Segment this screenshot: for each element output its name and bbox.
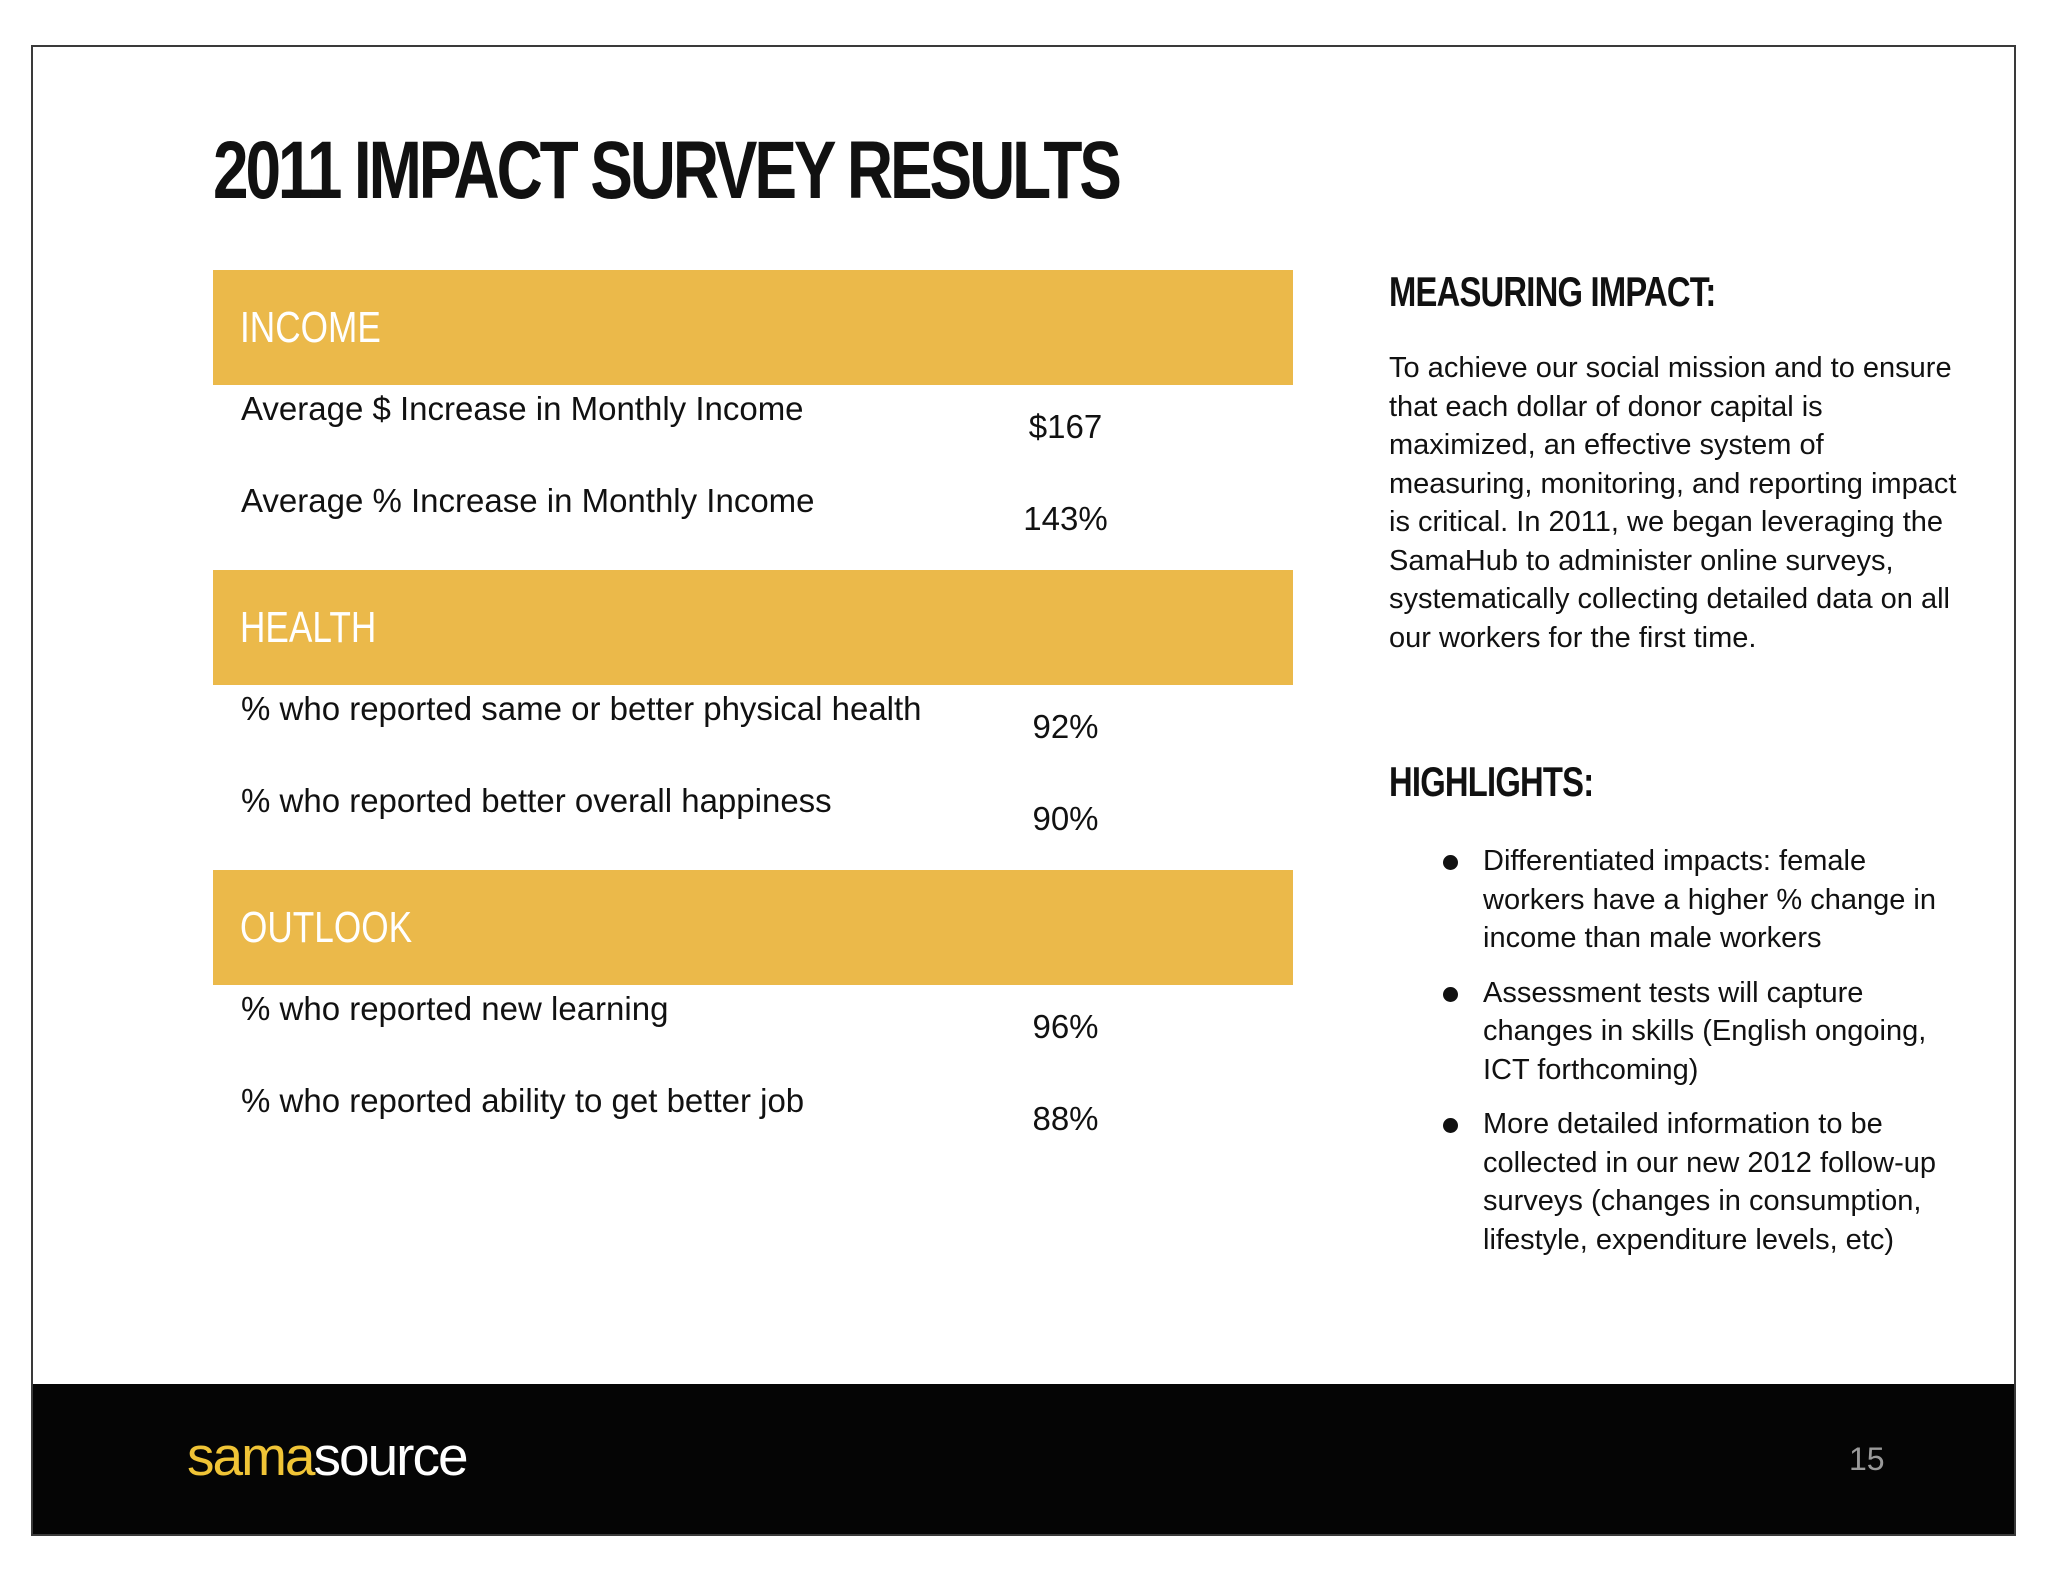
list-item: More detailed information to be collecte…	[1443, 1105, 1973, 1259]
section-header-health: HEALTH	[213, 570, 1293, 685]
highlights-list: Differentiated impacts: female workers h…	[1443, 842, 1973, 1275]
logo-text-source: source	[313, 1425, 469, 1487]
row-label: % who reported better overall happiness	[241, 782, 832, 819]
list-item-text: More detailed information to be collecte…	[1483, 1108, 1936, 1256]
slide: 2011 IMPACT SURVEY RESULTS INCOME Averag…	[31, 45, 2016, 1536]
table-row: % who reported new learning 96%	[213, 985, 1293, 1075]
section-body-income: Average $ Increase in Monthly Income $16…	[213, 385, 1293, 570]
row-value: 92%	[1032, 708, 1099, 745]
measuring-impact-panel: MEASURING IMPACT: To achieve our social …	[1389, 267, 1969, 657]
table-row: % who reported better overall happiness …	[213, 777, 1293, 867]
row-label: % who reported ability to get better job	[241, 1082, 805, 1119]
row-label: Average % Increase in Monthly Income	[241, 482, 815, 519]
table-row: Average $ Increase in Monthly Income $16…	[213, 385, 1293, 475]
row-label: % who reported new learning	[241, 990, 669, 1027]
survey-results-table: INCOME Average $ Increase in Monthly Inc…	[213, 270, 1293, 1170]
list-item-text: Assessment tests will capture changes in…	[1483, 976, 1927, 1086]
bullet-icon	[1443, 986, 1458, 1002]
list-item-text: Differentiated impacts: female workers h…	[1483, 845, 1936, 954]
row-value: 96%	[1032, 1008, 1099, 1045]
footer-bar: samasource 15	[33, 1384, 2014, 1534]
list-item: Assessment tests will capture changes in…	[1443, 974, 1973, 1090]
row-value: 88%	[1032, 1100, 1099, 1137]
section-title: INCOME	[240, 303, 381, 352]
page-number: 15	[1849, 1441, 1885, 1477]
section-body-outlook: % who reported new learning 96% % who re…	[213, 985, 1293, 1170]
logo-text-sama: sama	[187, 1425, 315, 1487]
row-value: 143%	[1023, 500, 1108, 537]
page-title: 2011 IMPACT SURVEY RESULTS	[213, 125, 1122, 216]
measuring-impact-heading: MEASURING IMPACT:	[1389, 268, 1716, 315]
row-value: 90%	[1032, 800, 1099, 837]
section-title: OUTLOOK	[240, 903, 413, 952]
bullet-icon	[1443, 855, 1458, 870]
section-header-outlook: OUTLOOK	[213, 870, 1293, 985]
row-label: % who reported same or better physical h…	[241, 690, 922, 727]
bullet-icon	[1443, 1118, 1458, 1133]
table-row: % who reported same or better physical h…	[213, 685, 1293, 775]
list-item: Differentiated impacts: female workers h…	[1443, 842, 1973, 958]
section-body-health: % who reported same or better physical h…	[213, 685, 1293, 870]
row-value: $167	[1028, 408, 1103, 445]
section-title: HEALTH	[240, 603, 377, 652]
measuring-impact-text: To achieve our social mission and to ens…	[1389, 352, 1957, 654]
section-header-income: INCOME	[213, 270, 1293, 385]
table-row: Average % Increase in Monthly Income 143…	[213, 477, 1293, 567]
table-row: % who reported ability to get better job…	[213, 1077, 1293, 1167]
row-label: Average $ Increase in Monthly Income	[241, 390, 804, 427]
highlights-heading: HIGHLIGHTS:	[1389, 758, 1594, 805]
samasource-logo: samasource	[187, 1424, 469, 1488]
